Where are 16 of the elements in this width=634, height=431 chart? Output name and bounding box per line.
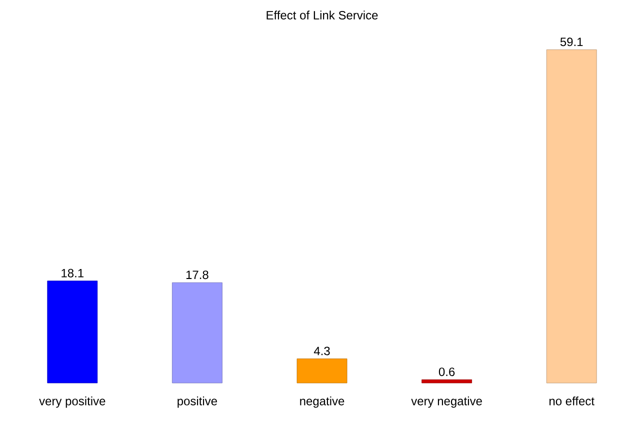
data-label: 4.3: [314, 346, 330, 356]
data-label: 0.6: [438, 368, 455, 376]
x-tick-label: no effect: [549, 396, 594, 406]
data-label: 18.1: [62, 268, 84, 278]
bar: [546, 49, 597, 384]
bar: [47, 280, 98, 384]
data-label: 59.1: [560, 38, 583, 46]
bar: [172, 282, 222, 384]
x-tick-label: positive: [178, 396, 217, 408]
x-tick-label: very negative: [411, 396, 482, 408]
x-tick-label: negative: [300, 396, 344, 408]
data-label: 17.8: [186, 270, 208, 280]
x-tick-label: very positive: [39, 396, 106, 408]
bar: [296, 358, 348, 384]
chart-title: Effect of Link Service: [266, 10, 378, 20]
bar: [422, 379, 472, 384]
